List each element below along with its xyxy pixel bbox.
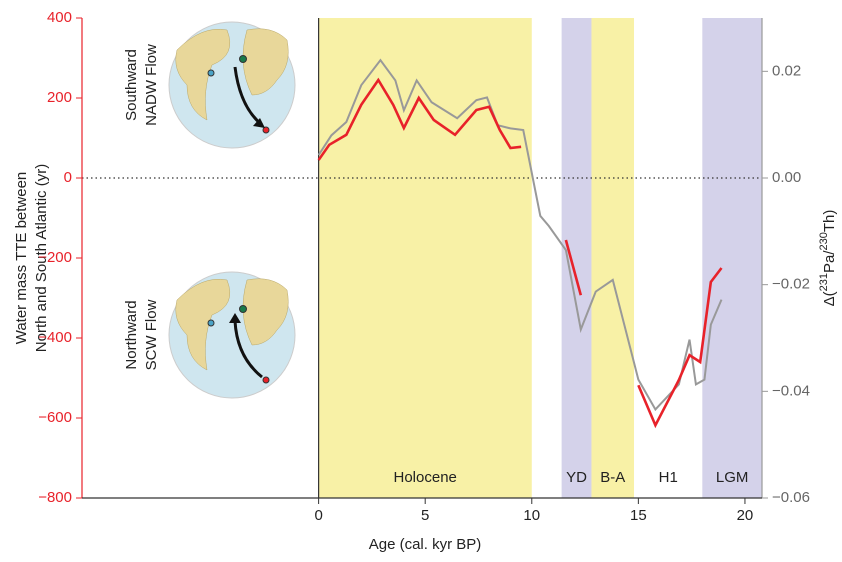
series-line bbox=[564, 239, 583, 296]
site bbox=[207, 319, 215, 327]
period-label: B-A bbox=[600, 469, 625, 486]
period-band bbox=[702, 18, 762, 498]
y2-tick-label: −0.02 bbox=[772, 276, 810, 293]
y-tick-label: −400 bbox=[38, 329, 72, 346]
landmass bbox=[242, 278, 289, 346]
site bbox=[207, 69, 215, 77]
y-tick-label: 0 bbox=[64, 169, 72, 186]
arrow-head bbox=[253, 118, 265, 128]
x-axis-label: Age (cal. kyr BP) bbox=[369, 536, 482, 553]
y2-tick-label: −0.06 bbox=[772, 489, 810, 506]
site bbox=[262, 126, 270, 134]
y-tick-label: 400 bbox=[47, 9, 72, 26]
period-label: H1 bbox=[659, 469, 678, 486]
landmass bbox=[175, 28, 231, 121]
inset-label: Southward bbox=[123, 49, 140, 121]
y2-axis-label: Δ(231Pa/230Th) bbox=[818, 210, 838, 307]
site bbox=[262, 376, 270, 384]
period-label: LGM bbox=[716, 469, 749, 486]
flow-arrow bbox=[233, 320, 263, 379]
x-tick-label: 10 bbox=[523, 507, 540, 524]
period-label: YD bbox=[566, 469, 587, 486]
period-label: Holocene bbox=[394, 469, 457, 486]
x-tick-label: 20 bbox=[737, 507, 754, 524]
period-band bbox=[634, 18, 703, 498]
y2-tick-label: 0.00 bbox=[772, 169, 801, 186]
y-axis-label: North and South Atlantic (yr) bbox=[33, 164, 50, 352]
y-tick-label: −600 bbox=[38, 409, 72, 426]
series-line bbox=[317, 77, 522, 161]
y2-tick-label: 0.02 bbox=[772, 62, 801, 79]
series-line bbox=[637, 267, 723, 429]
y-tick-label: −800 bbox=[38, 489, 72, 506]
y2-tick-label: −0.04 bbox=[772, 382, 810, 399]
y-axis-label: Water mass TTE between bbox=[13, 172, 30, 345]
period-band bbox=[561, 18, 592, 498]
x-tick-label: 15 bbox=[630, 507, 647, 524]
y-tick-label: −200 bbox=[38, 249, 72, 266]
arrow-head bbox=[229, 313, 241, 323]
landmass bbox=[242, 28, 289, 96]
site bbox=[239, 55, 247, 63]
inset-label: NADW Flow bbox=[143, 44, 160, 126]
period-band bbox=[591, 18, 635, 498]
inset-label: SCW Flow bbox=[143, 299, 160, 370]
x-tick-label: 5 bbox=[421, 507, 429, 524]
inset-label: Northward bbox=[123, 300, 140, 369]
x-tick-label: 0 bbox=[314, 507, 322, 524]
site bbox=[239, 305, 247, 313]
landmass bbox=[175, 278, 231, 371]
y-tick-label: 200 bbox=[47, 89, 72, 106]
period-band bbox=[318, 18, 532, 498]
